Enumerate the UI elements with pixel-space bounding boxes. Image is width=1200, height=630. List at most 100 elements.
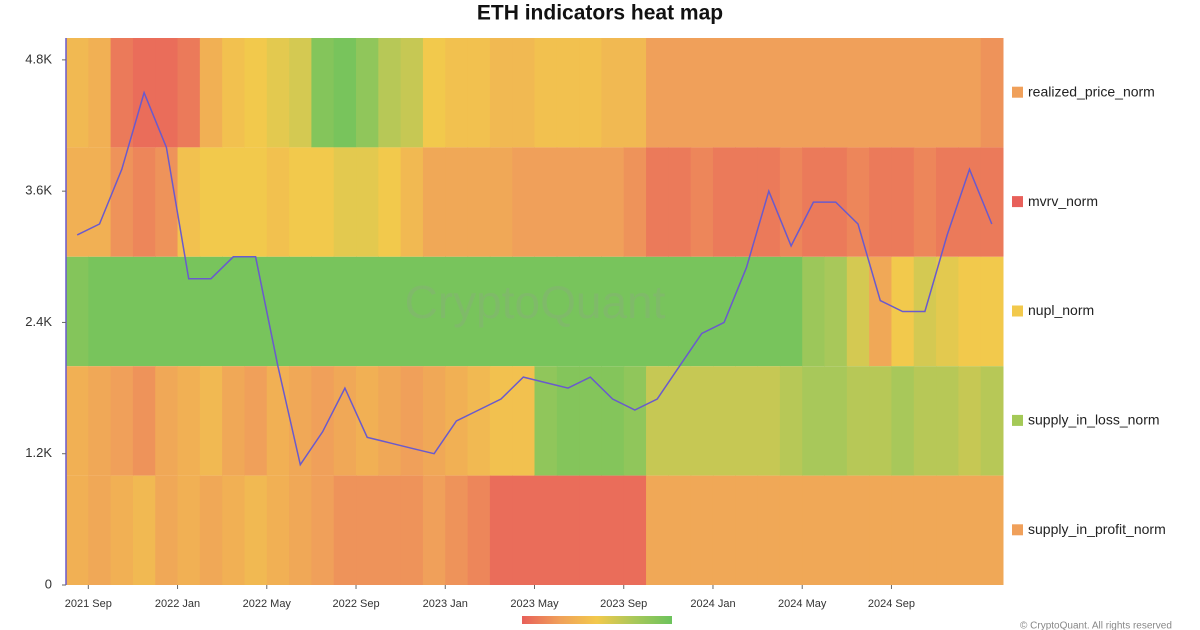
- heat-cell: [556, 366, 580, 476]
- heat-cell: [289, 475, 312, 585]
- heat-cell: [936, 475, 959, 585]
- heat-cell: [445, 475, 469, 585]
- heat-cell: [690, 366, 714, 476]
- heat-cell: [289, 256, 312, 367]
- heat-cell: [534, 38, 558, 148]
- heat-cell: [958, 256, 982, 367]
- heat-cell: [132, 475, 156, 585]
- heat-cell: [690, 38, 714, 148]
- heat-cell: [311, 38, 335, 148]
- heat-cell: [88, 256, 112, 367]
- heatmap: [66, 38, 1004, 585]
- y-tick-label: 0: [45, 576, 52, 591]
- heat-cell: [333, 366, 357, 476]
- heat-cell: [289, 366, 312, 476]
- heat-cell: [177, 38, 201, 148]
- heat-cell: [266, 147, 290, 257]
- heat-cell: [88, 147, 112, 257]
- heat-cell: [512, 147, 535, 257]
- heat-cell: [646, 256, 669, 367]
- legend-swatch: [1012, 524, 1023, 536]
- heat-cell: [623, 38, 647, 148]
- heat-cell: [534, 147, 558, 257]
- heat-cell: [311, 366, 335, 476]
- heat-cell: [869, 147, 892, 257]
- x-tick-label: 2024 Sep: [868, 598, 915, 610]
- heat-cell: [712, 366, 736, 476]
- heat-cell: [155, 38, 179, 148]
- heat-cell: [690, 147, 714, 257]
- heat-cell: [512, 366, 535, 476]
- heat-cell: [668, 366, 692, 476]
- x-tick-label: 2024 May: [778, 598, 827, 610]
- heat-cell: [244, 256, 268, 367]
- heat-cell: [244, 475, 268, 585]
- x-tick-label: 2023 Sep: [600, 598, 647, 610]
- heat-cell: [199, 366, 223, 476]
- heat-cell: [378, 38, 402, 148]
- heat-cell: [155, 475, 179, 585]
- heat-cell: [779, 475, 803, 585]
- heat-cell: [891, 147, 915, 257]
- x-tick-label: 2021 Sep: [65, 598, 112, 610]
- heat-cell: [757, 256, 781, 367]
- heat-cell: [623, 256, 647, 367]
- heat-cell: [980, 475, 1004, 585]
- heat-cell: [668, 38, 692, 148]
- heat-cell: [199, 38, 223, 148]
- heat-cell: [467, 38, 491, 148]
- heat-cell: [579, 147, 602, 257]
- heat-cell: [802, 475, 826, 585]
- heat-cell: [177, 475, 201, 585]
- heat-cell: [623, 475, 647, 585]
- heat-cell: [422, 38, 446, 148]
- heat-cell: [712, 38, 736, 148]
- y-tick-label: 1.2K: [25, 445, 52, 460]
- heat-cell: [222, 38, 245, 148]
- heat-cell: [534, 256, 558, 367]
- heat-cell: [936, 366, 959, 476]
- heat-cell: [936, 38, 959, 148]
- heat-cell: [266, 475, 290, 585]
- heat-cell: [155, 366, 179, 476]
- heat-cell: [556, 38, 580, 148]
- heat-cell: [378, 366, 402, 476]
- heat-cell: [266, 256, 290, 367]
- heat-cell: [980, 147, 1004, 257]
- heat-cell: [489, 475, 513, 585]
- heat-cell: [400, 256, 424, 367]
- heat-cell: [601, 256, 625, 367]
- heat-cell: [757, 147, 781, 257]
- heat-cell: [333, 147, 357, 257]
- heat-cell: [534, 475, 558, 585]
- heat-cell: [222, 147, 245, 257]
- heat-cell: [66, 38, 89, 148]
- heat-cell: [556, 475, 580, 585]
- heat-cell: [869, 38, 892, 148]
- heat-cell: [601, 475, 625, 585]
- heat-cell: [489, 256, 513, 367]
- heat-cell: [110, 256, 134, 367]
- heat-cell: [222, 366, 245, 476]
- heat-cell: [378, 256, 402, 367]
- heat-cell: [222, 475, 245, 585]
- heat-cell: [512, 256, 535, 367]
- heat-cell: [445, 38, 469, 148]
- legend-label: nupl_norm: [1028, 302, 1094, 318]
- heat-cell: [913, 147, 937, 257]
- legend-label: supply_in_profit_norm: [1028, 521, 1166, 537]
- heat-cell: [244, 38, 268, 148]
- heat-cell: [712, 256, 736, 367]
- heat-cell: [88, 475, 112, 585]
- heat-cell: [668, 475, 692, 585]
- heat-cell: [422, 256, 446, 367]
- heat-cell: [846, 38, 870, 148]
- legend-swatch: [1012, 196, 1023, 208]
- x-tick-label: 2022 May: [243, 598, 292, 610]
- heat-cell: [333, 475, 357, 585]
- heat-cell: [735, 256, 759, 367]
- heat-cell: [802, 366, 826, 476]
- heat-cell: [690, 256, 714, 367]
- heat-cell: [311, 256, 335, 367]
- heat-cell: [913, 366, 937, 476]
